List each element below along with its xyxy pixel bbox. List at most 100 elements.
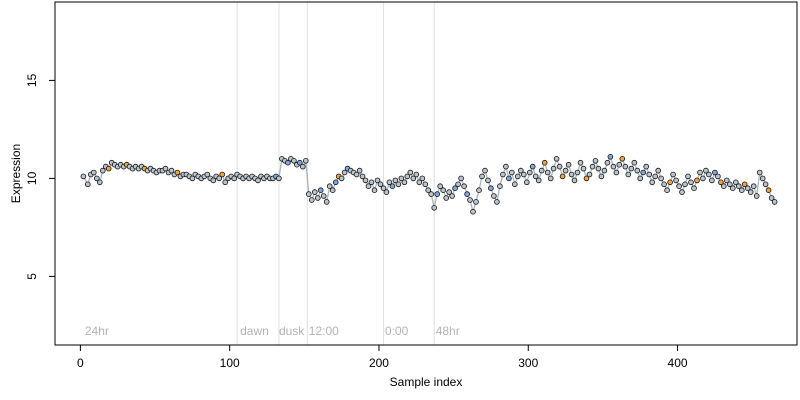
data-point	[604, 159, 611, 166]
data-point	[652, 173, 658, 180]
data-point	[467, 197, 473, 203]
data-point	[380, 185, 387, 192]
data-point	[688, 179, 694, 186]
data-point	[326, 183, 333, 190]
data-point	[365, 183, 372, 190]
data-point	[491, 193, 497, 199]
data-point	[634, 167, 641, 174]
y-tick-label: 5	[25, 273, 39, 280]
data-point	[706, 171, 712, 178]
data-point	[219, 171, 226, 178]
data-point	[664, 187, 670, 194]
data-point	[694, 177, 700, 184]
data-point	[392, 177, 399, 184]
data-point	[338, 175, 345, 182]
data-point	[541, 159, 548, 166]
data-point	[222, 179, 229, 186]
data-point	[374, 177, 381, 184]
x-tick-label: 100	[220, 356, 240, 370]
data-point	[210, 177, 217, 184]
data-point	[568, 171, 575, 178]
data-point	[105, 165, 112, 172]
data-point	[538, 167, 545, 174]
data-point	[470, 208, 476, 215]
data-point	[100, 167, 106, 174]
data-point	[377, 181, 384, 188]
data-point	[625, 171, 632, 178]
data-point	[440, 187, 447, 194]
y-tick-label: 10	[25, 171, 39, 185]
marker-labels: 24hr dawn dusk 12:00 0:00 48hr	[85, 324, 460, 338]
data-point	[712, 169, 718, 176]
data-point	[676, 183, 682, 190]
data-point	[162, 165, 169, 172]
data-point	[458, 175, 464, 182]
data-point	[565, 161, 572, 168]
marker-label: dusk	[279, 324, 305, 338]
x-tick-label: 200	[369, 356, 389, 370]
data-point	[204, 171, 211, 178]
data-point	[750, 183, 757, 190]
data-point	[276, 175, 282, 182]
data-point	[317, 187, 324, 194]
data-point	[768, 195, 775, 201]
data-point	[488, 185, 494, 192]
data-point	[553, 156, 560, 162]
data-point	[529, 163, 536, 170]
data-point	[431, 205, 438, 211]
marker-label: dawn	[240, 324, 269, 338]
data-point	[359, 173, 366, 180]
data-point	[592, 158, 599, 164]
data-point	[189, 175, 196, 182]
data-point	[631, 159, 638, 166]
data-point	[311, 189, 318, 195]
data-point	[255, 177, 261, 184]
data-point	[401, 179, 408, 186]
data-point	[413, 171, 420, 178]
data-point	[601, 167, 608, 174]
data-point	[616, 161, 623, 168]
data-point	[85, 181, 91, 188]
data-point	[744, 185, 751, 192]
data-point	[526, 169, 533, 176]
data-point	[503, 163, 509, 170]
data-point	[356, 167, 363, 174]
data-point	[532, 173, 539, 180]
data-point	[314, 195, 321, 201]
data-point	[667, 179, 673, 186]
data-point	[517, 167, 524, 174]
data-point	[559, 173, 566, 180]
data-point	[718, 179, 724, 186]
data-point	[91, 169, 97, 176]
data-point	[353, 171, 360, 178]
data-point	[574, 169, 581, 176]
data-point	[473, 199, 479, 205]
data-point	[425, 187, 432, 194]
data-point	[577, 159, 584, 166]
data-point	[461, 183, 467, 190]
data-point	[497, 183, 503, 190]
data-point	[464, 191, 470, 197]
data-point	[613, 169, 620, 176]
data-point	[94, 175, 100, 182]
data-point	[479, 173, 485, 180]
data-point	[622, 163, 629, 170]
data-point	[571, 177, 578, 184]
y-axis: 5 10 15	[25, 73, 55, 280]
data-point	[395, 181, 402, 188]
data-point	[598, 173, 605, 180]
x-axis-title: Sample index	[390, 375, 463, 389]
data-point	[723, 177, 730, 184]
marker-label: 0:00	[385, 324, 409, 338]
data-point	[80, 173, 87, 180]
data-point	[765, 187, 772, 194]
data-point	[741, 181, 748, 188]
data-point	[508, 169, 515, 176]
data-point	[715, 173, 721, 180]
data-point	[443, 195, 450, 201]
data-point	[679, 189, 685, 195]
marker-label: 24hr	[85, 324, 109, 338]
data-point	[97, 179, 103, 186]
marker-label: 12:00	[309, 324, 339, 338]
